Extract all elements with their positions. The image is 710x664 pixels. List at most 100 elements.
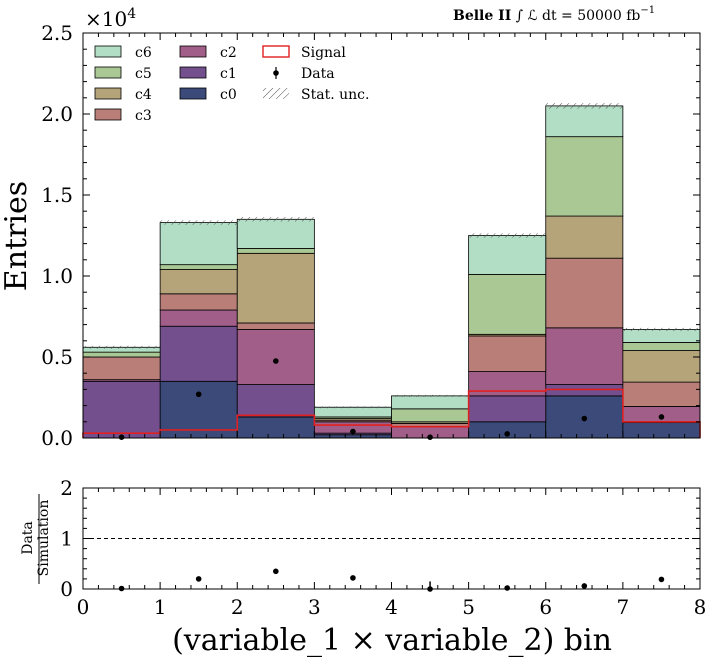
x-axis-label: (variable_1 × variable_2) bin <box>172 623 612 658</box>
y-tick-label: 0.5 <box>41 345 73 369</box>
luminosity-annotation: Belle II ∫ ℒ dt = 50000 fb−1 <box>453 5 655 24</box>
bar-c5-bin-7 <box>622 342 701 351</box>
bar-c6-bin-3 <box>313 406 392 418</box>
data-point-5 <box>504 431 510 437</box>
x-tick-labels: 0 1 2 3 4 5 6 7 8 <box>77 595 707 619</box>
bar-c1-bin-0 <box>82 380 161 439</box>
ratio-y-label-denominator: Simulation <box>36 500 52 577</box>
stat-unc-bin-5 <box>468 233 546 238</box>
y-multiplier: ×104 <box>85 6 136 31</box>
bar-c3-bin-2 <box>236 322 315 330</box>
bar-c5-bin-2 <box>236 248 315 254</box>
main-axis-ticks <box>82 32 700 439</box>
legend-label-c5: c5 <box>135 66 152 82</box>
bar-c1-bin-1 <box>159 325 238 382</box>
ratio-point-0 <box>118 585 125 592</box>
bar-c4-bin-1 <box>159 269 238 295</box>
bar-c6-bin-6 <box>545 105 624 138</box>
stat-unc-bin-6 <box>545 103 623 109</box>
ratio-point-6 <box>581 583 588 589</box>
bar-c3-bin-6 <box>545 257 624 329</box>
x-tick-label: 5 <box>462 595 475 619</box>
ratio-point-2 <box>273 568 279 575</box>
bar-c6-bin-1 <box>159 222 238 266</box>
bar-c5-bin-6 <box>545 136 624 217</box>
signal-histogram <box>82 388 701 438</box>
bar-c3-bin-7 <box>622 381 701 407</box>
legend-swatch-c0 <box>179 87 207 100</box>
ratio-point-3 <box>350 575 356 581</box>
legend-label-c2: c2 <box>220 45 237 61</box>
bar-c5-bin-0 <box>82 351 161 358</box>
bar-c2-bin-6 <box>545 327 624 385</box>
bar-c4-bin-6 <box>545 215 624 259</box>
stat-unc-bin-2 <box>237 217 315 222</box>
stat-unc-bin-1 <box>160 220 238 225</box>
data-point-0 <box>118 434 125 440</box>
y-tick-label: 1.0 <box>41 264 73 288</box>
bar-c3-bin-0 <box>82 356 161 381</box>
x-tick-label: 3 <box>308 595 321 619</box>
bar-c2-bin-5 <box>468 371 547 397</box>
bar-c1-bin-5 <box>468 395 547 423</box>
bar-c6-bin-2 <box>236 218 315 249</box>
ratio-plot-frame <box>82 487 701 590</box>
legend-swatch-c3 <box>94 108 122 121</box>
legend-swatch-signal <box>262 45 290 58</box>
bar-c3-bin-1 <box>159 293 238 311</box>
data-point-6 <box>581 415 588 422</box>
ratio-point-5 <box>504 585 510 591</box>
x-tick-label: 4 <box>385 595 398 619</box>
bar-c2-bin-1 <box>159 309 238 327</box>
ratio-y-tick-labels: 0 1 2 <box>60 476 73 601</box>
y-tick-label: 0.0 <box>41 426 73 450</box>
bar-c3-bin-5 <box>468 335 547 372</box>
legend-label-c6: c6 <box>135 45 152 61</box>
bar-c0-bin-2 <box>236 416 315 439</box>
ratio-y-tick-label: 0 <box>60 577 73 601</box>
x-tick-label: 6 <box>539 595 552 619</box>
x-tick-label: 8 <box>694 595 707 619</box>
stat-unc-bin-3 <box>314 406 392 409</box>
ratio-y-tick-label: 2 <box>60 476 73 500</box>
data-point-7 <box>658 414 665 420</box>
legend: c6 c5 c4 c3 c2 c1 c0 Signal Data Stat. unc. <box>94 45 369 124</box>
main-y-tick-labels: 0.0 0.5 1.0 1.5 2.0 2.5 <box>41 21 73 450</box>
main-plot: 0.0 0.5 1.0 1.5 2.0 2.5 Entries ×104 Belle II… <box>0 5 701 450</box>
data-point-2 <box>273 358 279 364</box>
stat-unc-bin-7 <box>622 327 700 332</box>
ratio-points <box>118 568 665 592</box>
stat-unc-bin-0 <box>83 345 161 349</box>
legend-marker-data <box>273 70 279 76</box>
y-axis-label: Entries <box>0 181 34 291</box>
legend-swatch-c1 <box>179 66 207 79</box>
data-point-4 <box>427 434 433 440</box>
legend-swatch-c4 <box>94 87 122 100</box>
bar-c4-bin-7 <box>622 350 701 383</box>
ratio-plot: 0 1 2 0 1 2 3 4 5 6 7 8 Data Simulation (variable_… <box>20 476 706 658</box>
stacked-bars <box>82 105 701 439</box>
legend-label-c1: c1 <box>220 66 237 82</box>
bar-c0-bin-7 <box>622 422 701 439</box>
data-point-3 <box>350 428 356 435</box>
legend-swatch-c2 <box>179 45 207 58</box>
bar-c6-bin-7 <box>622 329 701 343</box>
legend-label-stat-unc: Stat. unc. <box>301 87 369 103</box>
bar-c1-bin-2 <box>236 384 315 418</box>
stat-unc-bands <box>83 103 700 409</box>
legend-label-c0: c0 <box>220 87 237 103</box>
ratio-y-label-numerator: Data <box>20 521 36 555</box>
bar-c5-bin-1 <box>159 264 238 270</box>
data-points <box>118 358 665 440</box>
bar-c2-bin-2 <box>236 329 315 385</box>
stat-unc-bin-4 <box>391 394 469 397</box>
ratio-point-1 <box>195 576 202 582</box>
ratio-point-7 <box>658 576 665 583</box>
legend-swatch-stat-unc <box>263 88 289 99</box>
bar-c4-bin-2 <box>236 252 315 324</box>
legend-swatch-c6 <box>94 45 122 58</box>
main-plot-frame <box>82 32 701 439</box>
bar-c6-bin-5 <box>468 235 547 275</box>
legend-swatch-c5 <box>94 66 122 79</box>
